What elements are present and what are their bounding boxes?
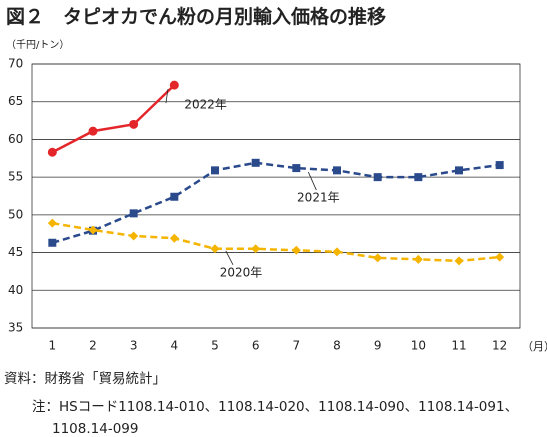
note: 注：HSコード1108.14-010、1108.14-020、1108.14-0…: [32, 399, 519, 437]
point: [495, 161, 504, 170]
point: [332, 247, 342, 257]
point: [414, 173, 423, 182]
y-tick-label: 35: [8, 321, 23, 335]
point: [48, 238, 57, 247]
y-tick-label: 60: [8, 132, 23, 146]
point: [169, 80, 179, 90]
series-label: 2020年: [220, 265, 263, 279]
point: [210, 244, 220, 254]
x-tick-label: 4: [171, 339, 179, 353]
chart-title: 図２ タピオカでん粉の月別輸入価格の推移: [6, 6, 387, 28]
point: [251, 244, 261, 254]
y-tick-label: 55: [8, 170, 23, 184]
x-tick-label: 7: [293, 339, 301, 353]
y-tick-label: 70: [8, 57, 23, 71]
x-tick-label: 2: [89, 339, 97, 353]
point: [251, 158, 260, 167]
point: [454, 256, 464, 266]
series-label: 2022年: [184, 98, 227, 112]
y-tick-label: 40: [8, 283, 23, 297]
point: [170, 192, 179, 201]
x-tick-label: 8: [333, 339, 341, 353]
point: [373, 173, 382, 182]
source: 資料：財務省「貿易統計」: [4, 371, 166, 387]
x-tick-label: 5: [211, 339, 219, 353]
point: [47, 147, 57, 157]
point: [129, 231, 139, 241]
point: [413, 254, 423, 264]
point: [88, 126, 98, 136]
point: [47, 218, 57, 228]
point: [495, 252, 505, 262]
point: [291, 245, 301, 255]
y-tick-label: 65: [8, 94, 23, 108]
series-line: [52, 221, 500, 263]
point: [373, 253, 383, 263]
point: [129, 119, 139, 129]
point: [211, 166, 219, 175]
series-label: 2021年: [297, 191, 340, 205]
x-tick-label: 11: [451, 339, 466, 353]
y-axis-label: （千円/トン）: [6, 39, 69, 51]
x-tick-label: 1: [49, 339, 57, 353]
point: [455, 166, 463, 175]
point: [292, 164, 301, 173]
leader-line: [307, 171, 317, 191]
x-tick-label: 6: [252, 339, 260, 353]
leader-line: [225, 250, 234, 265]
leader-line: [165, 89, 169, 104]
point: [129, 209, 138, 218]
x-tick-label: 10: [411, 339, 426, 353]
chart: （千円/トン） （月） 3540455055606570123456789101…: [6, 39, 547, 353]
x-tick-label: 12: [492, 339, 507, 353]
series-line: [51, 161, 500, 244]
x-tick-label: 9: [374, 339, 382, 353]
y-tick-label: 50: [8, 207, 23, 221]
x-axis-label: （月）: [522, 340, 547, 353]
series-line: [51, 84, 176, 154]
y-tick-label: 45: [8, 245, 23, 259]
point: [169, 233, 179, 243]
point: [88, 225, 98, 235]
plot-border: [31, 63, 521, 329]
point: [333, 166, 341, 175]
x-tick-label: 3: [130, 339, 138, 353]
